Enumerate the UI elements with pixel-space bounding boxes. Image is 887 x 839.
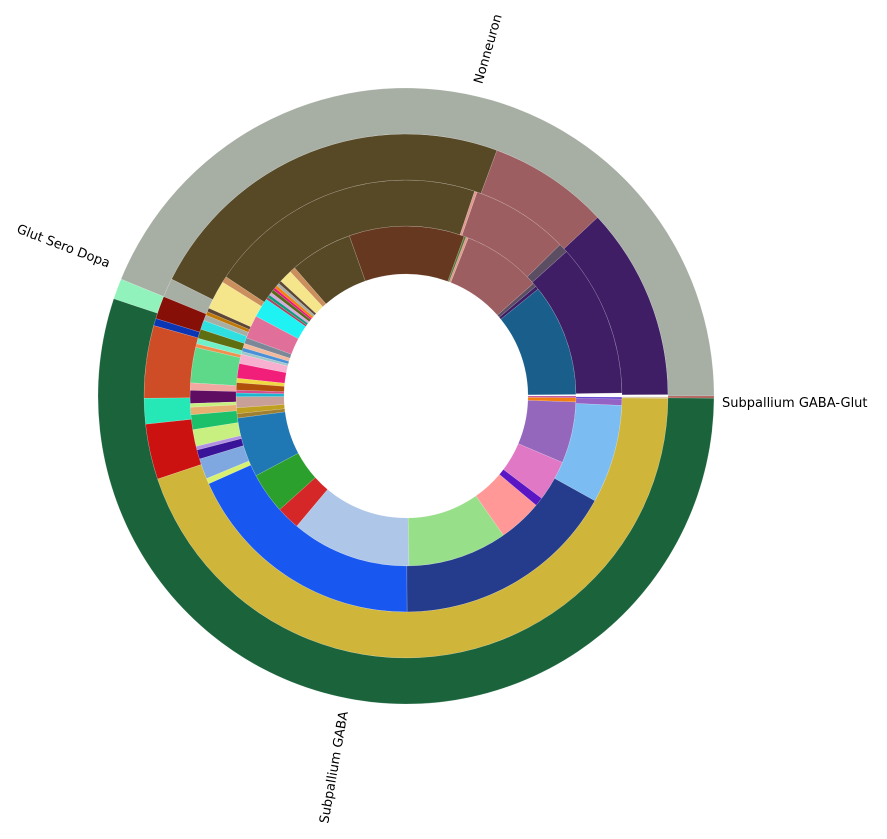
sunburst-segment-level-4 (120, 87, 715, 397)
sunburst-segment-level-3 (143, 325, 199, 399)
label-subpallium-gaba: Subpallium GABA (317, 710, 352, 825)
sunburst-rings (97, 87, 715, 705)
sunburst-segment-level-1 (349, 225, 465, 282)
sunburst-segment-level-4 (667, 395, 715, 399)
sunburst-segment-level-3 (621, 396, 669, 399)
label-subpallium-gaba-glut: Subpallium GABA-Glut (722, 396, 868, 411)
sunburst-segment-level-2 (189, 390, 237, 404)
sunburst-segment-level-1 (235, 392, 285, 398)
label-nonneuron: Nonneuron (472, 13, 506, 86)
label-glut-sero-dopa: Glut Sero Dopa (14, 222, 112, 271)
